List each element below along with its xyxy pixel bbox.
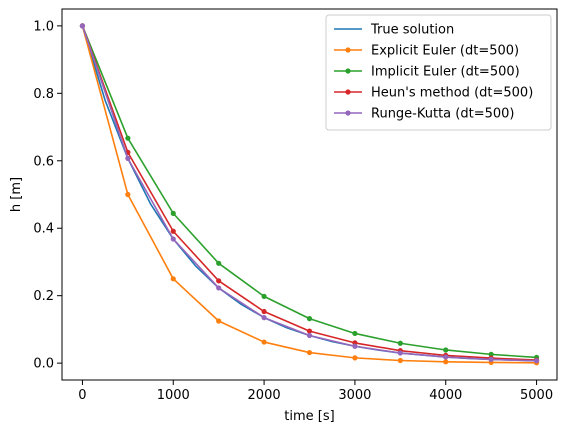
data-point-2 xyxy=(488,351,494,357)
data-point-1 xyxy=(443,359,449,365)
data-point-3 xyxy=(306,328,313,334)
legend-marker xyxy=(345,47,351,53)
y-tick-label: 0.8 xyxy=(33,87,54,102)
data-point-1 xyxy=(216,318,222,324)
legend-marker xyxy=(345,110,351,116)
data-point-4 xyxy=(397,350,403,356)
y-tick-label: 0.6 xyxy=(33,154,54,169)
data-point-4 xyxy=(170,236,176,242)
data-point-4 xyxy=(79,23,86,29)
data-point-2 xyxy=(216,260,222,266)
plot-frame xyxy=(61,8,558,381)
data-point-3 xyxy=(261,308,267,315)
ticks-layer: 0 1000 2000 3000 4000 5000 0.0 0.2 0.4 0.6 0.8 1.0 xyxy=(33,19,553,403)
x-tick-label: 5000 xyxy=(520,388,553,403)
data-point-1 xyxy=(306,349,313,356)
legend: True solution Explicit Euler (dt=500) Impl… xyxy=(325,14,552,131)
data-point-2 xyxy=(443,347,449,353)
data-point-1 xyxy=(261,339,267,345)
series-layer xyxy=(79,23,540,366)
x-tick-label: 3000 xyxy=(338,388,371,403)
data-point-1 xyxy=(125,191,131,198)
data-point-4 xyxy=(125,155,131,162)
data-point-2 xyxy=(261,293,267,299)
data-point-1 xyxy=(352,355,358,361)
x-tick-label: 2000 xyxy=(248,388,281,403)
data-point-4 xyxy=(306,332,313,339)
legend-box xyxy=(325,14,552,131)
data-point-4 xyxy=(488,356,494,363)
y-tick-label: 0.4 xyxy=(33,222,54,237)
y-tick-label: 1.0 xyxy=(33,19,54,34)
x-tick-label: 0 xyxy=(78,388,86,403)
data-point-2 xyxy=(397,340,403,346)
x-tick-label: 4000 xyxy=(429,388,462,403)
x-axis-label: time [s] xyxy=(284,409,334,424)
legend-label: True solution xyxy=(370,23,454,38)
data-point-3 xyxy=(216,278,222,284)
data-point-1 xyxy=(397,357,403,364)
data-point-2 xyxy=(306,316,313,322)
data-point-3 xyxy=(170,228,176,234)
data-point-4 xyxy=(443,354,449,360)
legend-label: Runge-Kutta (dt=500) xyxy=(371,107,514,122)
x-tick-label: 1000 xyxy=(157,388,190,403)
data-point-2 xyxy=(352,330,358,337)
y-axis-label: h [m] xyxy=(9,177,24,212)
data-point-4 xyxy=(216,285,222,291)
legend-label: Heun's method (dt=500) xyxy=(371,86,533,101)
data-point-1 xyxy=(170,276,176,282)
legend-marker xyxy=(345,68,351,74)
y-tick-label: 0.0 xyxy=(33,357,54,372)
data-point-4 xyxy=(352,343,358,349)
legend-label: Implicit Euler (dt=500) xyxy=(371,65,520,80)
data-point-4 xyxy=(533,358,540,364)
data-point-2 xyxy=(170,210,176,216)
legend-marker xyxy=(345,89,351,95)
data-point-4 xyxy=(261,315,267,321)
legend-label: Explicit Euler (dt=500) xyxy=(371,44,519,59)
data-point-2 xyxy=(125,135,131,141)
y-tick-label: 0.2 xyxy=(33,289,54,304)
